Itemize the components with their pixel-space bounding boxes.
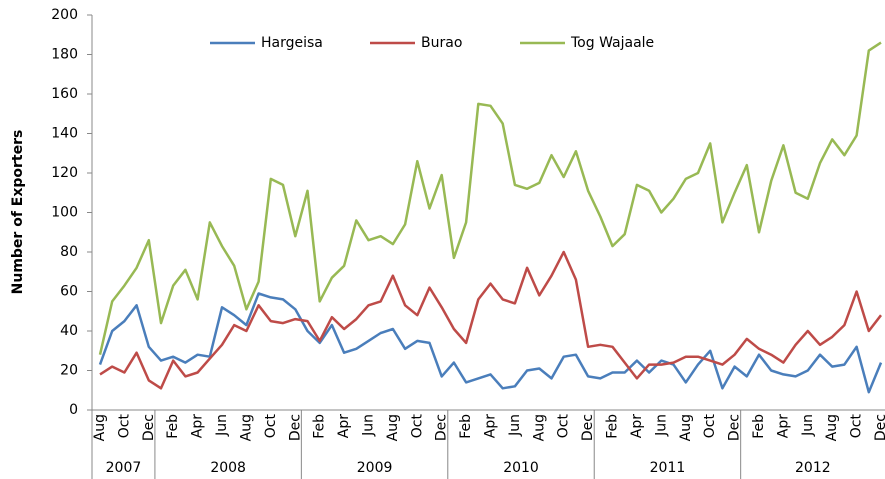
y-tick-label: 160 [51, 86, 78, 102]
x-tick-label: Jun [360, 414, 376, 437]
x-tick-label: Jun [214, 414, 230, 437]
x-tick-label: Apr [775, 414, 791, 438]
x-tick-label: Jun [800, 414, 816, 437]
y-tick-label: 120 [51, 165, 78, 181]
x-tick-label: Aug [238, 414, 254, 441]
x-tick-label: Aug [678, 414, 694, 441]
series-line [99, 250, 882, 390]
x-tick-label: Feb [605, 414, 621, 439]
x-tick-label: Feb [312, 414, 328, 439]
x-tick-label: Dec [434, 414, 450, 441]
x-tick-label: Oct [702, 414, 718, 439]
year-label: 2009 [357, 460, 393, 476]
x-tick-label: Oct [849, 414, 865, 439]
x-tick-label: Apr [336, 414, 352, 438]
legend-label: Hargeisa [261, 35, 323, 51]
y-tick-label: 0 [69, 402, 78, 418]
y-tick-label: 80 [60, 244, 78, 260]
series-line [98, 41, 882, 355]
x-tick-label: Apr [629, 414, 645, 438]
legend-label: Burao [421, 35, 462, 51]
x-tick-label: Dec [727, 414, 743, 441]
year-label: 2011 [650, 460, 686, 476]
year-label: 2012 [795, 460, 831, 476]
x-tick-label: Feb [751, 414, 767, 439]
x-tick-label: Oct [116, 414, 132, 439]
x-tick-label: Aug [92, 414, 108, 441]
x-tick-label: Jun [653, 414, 669, 437]
x-tick-label: Dec [287, 414, 303, 441]
y-tick-label: 180 [51, 47, 78, 63]
y-tick-label: 60 [60, 284, 78, 300]
y-tick-label: 40 [60, 323, 78, 339]
y-tick-label: 20 [60, 363, 78, 379]
legend-label: Tog Wajaale [570, 35, 654, 51]
x-tick-label: Oct [409, 414, 425, 439]
x-tick-label: Oct [263, 414, 279, 439]
y-tick-label: 100 [51, 205, 78, 221]
x-tick-label: Oct [556, 414, 572, 439]
series-line [98, 292, 883, 394]
x-tick-label: Dec [141, 414, 157, 441]
x-tick-label: Feb [458, 414, 474, 439]
year-label: 2008 [210, 460, 246, 476]
year-label: 2010 [503, 460, 539, 476]
x-tick-label: Apr [483, 414, 499, 438]
x-tick-label: Aug [531, 414, 547, 441]
y-tick-label: 140 [51, 126, 78, 142]
y-axis-title: Number of Exporters [10, 130, 26, 295]
x-tick-label: Dec [580, 414, 596, 441]
x-tick-label: Aug [824, 414, 840, 441]
year-label: 2007 [106, 460, 142, 476]
x-tick-label: Apr [190, 414, 206, 438]
x-tick-label: Jun [507, 414, 523, 437]
x-tick-label: Aug [385, 414, 401, 441]
y-tick-label: 200 [51, 7, 78, 23]
x-tick-label: Feb [165, 414, 181, 439]
x-tick-label: Dec [873, 414, 885, 441]
